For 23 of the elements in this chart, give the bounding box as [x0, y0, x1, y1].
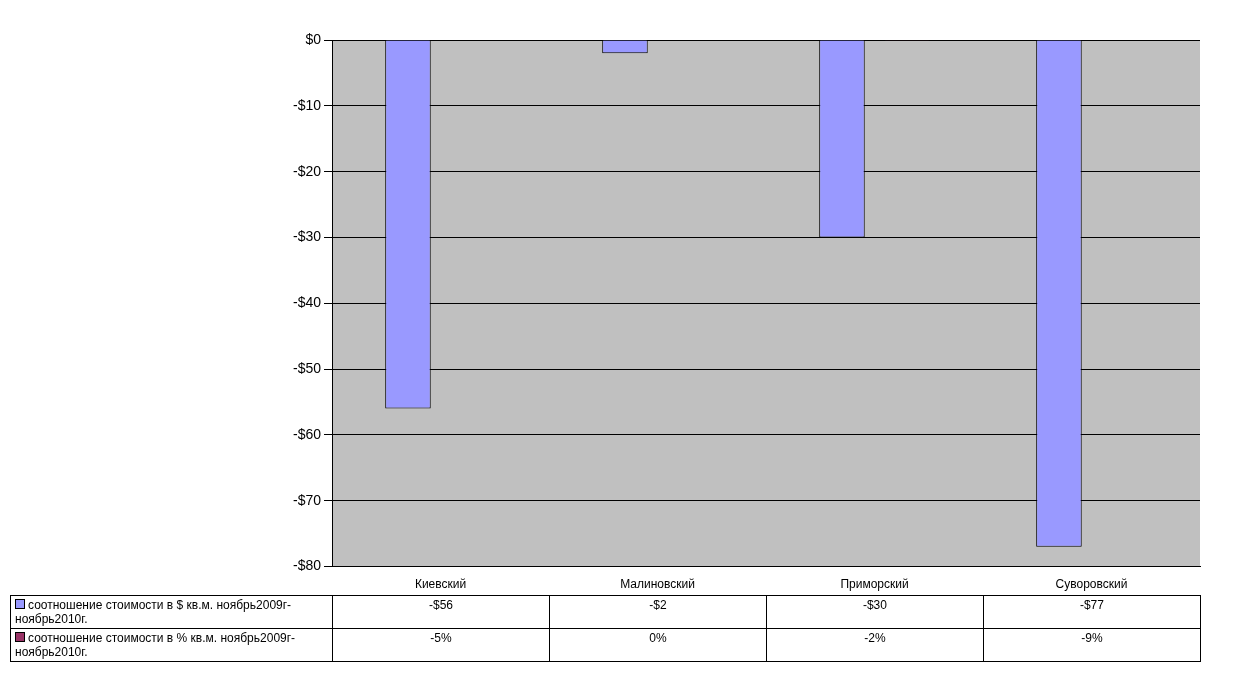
data-label: -$77 — [983, 595, 1201, 629]
y-tick-label: -$30 — [292, 228, 322, 245]
data-label: -5% — [332, 628, 550, 662]
y-tick-label: -$20 — [292, 162, 322, 179]
data-label: -$30 — [766, 595, 984, 629]
y-tick-label: -$60 — [292, 425, 322, 442]
y-tick-label: -$70 — [292, 491, 322, 508]
data-label: -$2 — [549, 595, 767, 629]
legend-label: соотношение стоимости в $ кв.м. ноябрь2009г-ноябрь2010г. — [10, 595, 333, 629]
x-tick-label: Приморский — [840, 577, 909, 592]
x-tick-label: Киевский — [414, 577, 467, 592]
x-tick-label: Малиновский — [620, 577, 695, 592]
data-label: -9% — [983, 628, 1201, 662]
y-tick-label: -$50 — [292, 359, 322, 376]
data-label: 0% — [549, 628, 767, 662]
data-label: -2% — [766, 628, 984, 662]
legend-label: соотношение стоимости в % кв.м. ноябрь2009г-ноябрь2010г. — [10, 628, 333, 662]
y-tick-label: -$80 — [292, 557, 322, 574]
y-tick-label: -$10 — [292, 96, 322, 113]
x-tick-label: Суворовский — [1055, 577, 1128, 592]
y-tick-label: $0 — [305, 30, 322, 47]
data-label: -$56 — [332, 595, 550, 629]
y-tick-label: -$40 — [292, 294, 322, 311]
